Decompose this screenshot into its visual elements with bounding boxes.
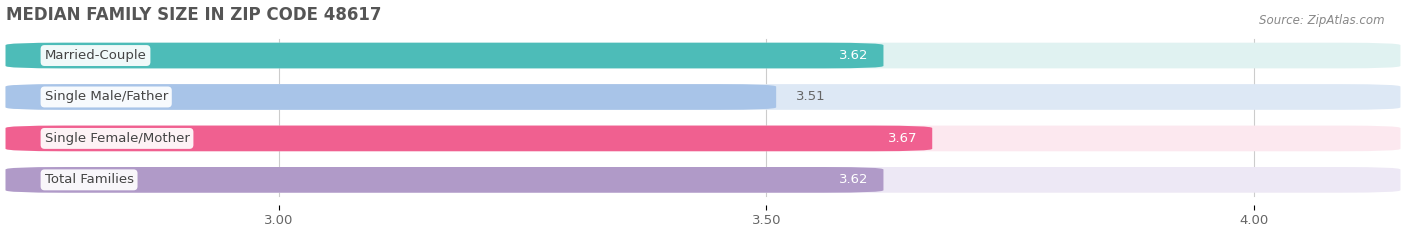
Text: Source: ZipAtlas.com: Source: ZipAtlas.com: [1260, 14, 1385, 27]
Text: 3.51: 3.51: [796, 90, 825, 103]
Text: 3.62: 3.62: [839, 49, 869, 62]
Text: Married-Couple: Married-Couple: [45, 49, 146, 62]
Text: MEDIAN FAMILY SIZE IN ZIP CODE 48617: MEDIAN FAMILY SIZE IN ZIP CODE 48617: [6, 6, 381, 24]
FancyBboxPatch shape: [6, 43, 883, 68]
Text: 3.67: 3.67: [889, 132, 918, 145]
FancyBboxPatch shape: [6, 126, 932, 151]
Text: Single Male/Father: Single Male/Father: [45, 90, 167, 103]
FancyBboxPatch shape: [6, 167, 1400, 193]
Text: Total Families: Total Families: [45, 173, 134, 186]
Text: Single Female/Mother: Single Female/Mother: [45, 132, 190, 145]
FancyBboxPatch shape: [6, 84, 776, 110]
Text: 3.62: 3.62: [839, 173, 869, 186]
FancyBboxPatch shape: [6, 43, 1400, 68]
FancyBboxPatch shape: [6, 167, 883, 193]
FancyBboxPatch shape: [6, 84, 1400, 110]
FancyBboxPatch shape: [6, 126, 1400, 151]
